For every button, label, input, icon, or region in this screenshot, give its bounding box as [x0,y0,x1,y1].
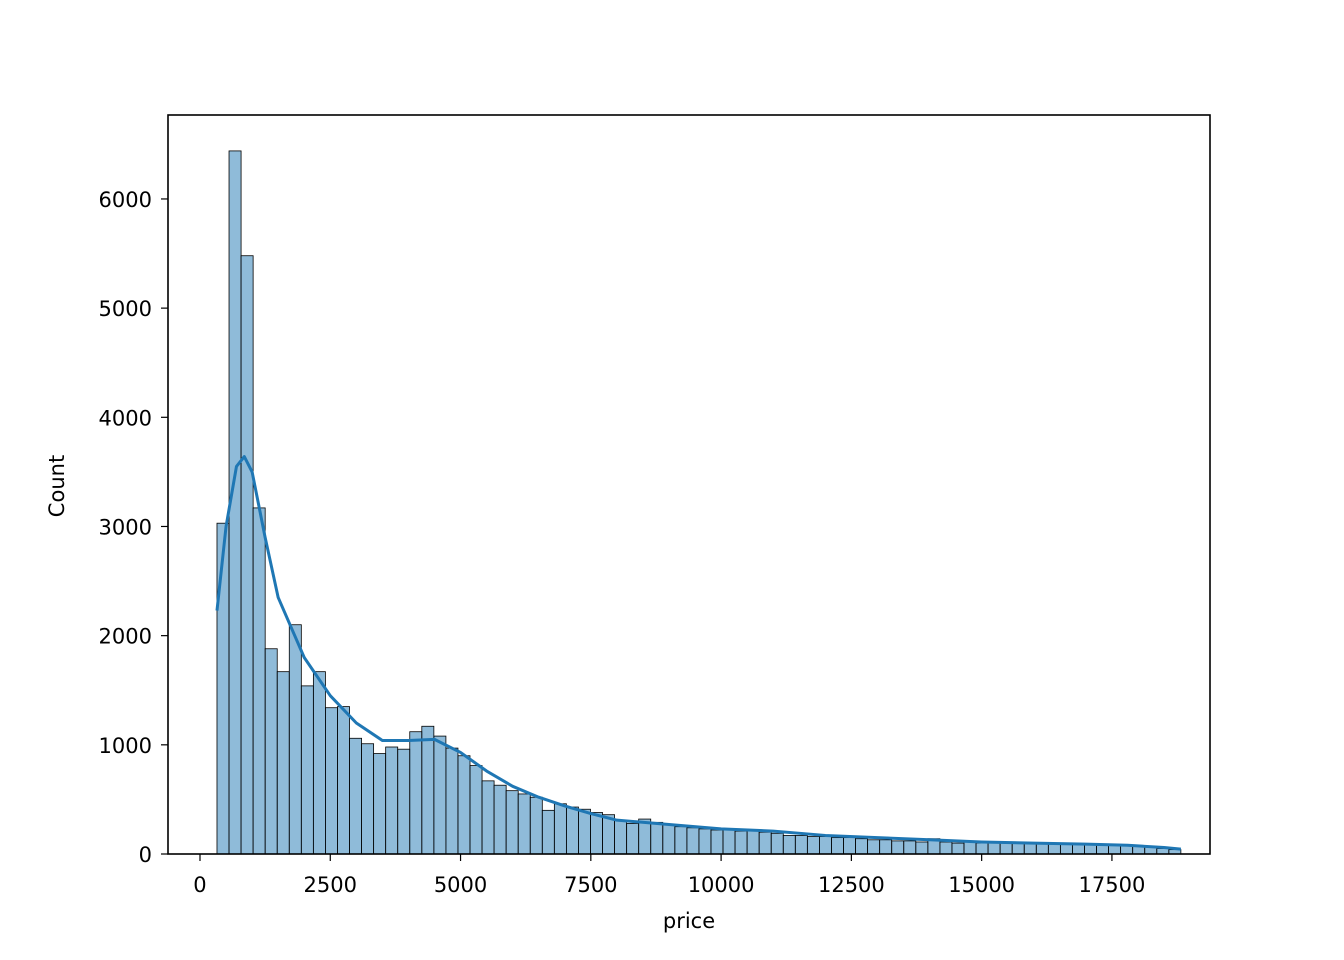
bar [650,821,664,855]
bar [975,842,989,855]
x-axis-label: price [663,909,715,933]
bar [855,838,869,855]
bar [939,841,953,855]
y-tick-label: 2000 [99,625,152,649]
bar [626,823,640,855]
bar [867,839,881,855]
bar [349,737,362,855]
bar [999,842,1013,855]
y-tick-label: 6000 [99,188,152,212]
x-tick-label: 12500 [818,873,885,897]
bar [1156,848,1170,855]
bar [674,826,688,855]
bar [879,839,893,855]
bar [445,747,459,855]
x-tick-label: 7500 [564,873,617,897]
bar [915,841,929,855]
bar [541,809,555,855]
x-tick-label: 10000 [688,873,755,897]
bar [770,832,784,855]
y-tick-label: 1000 [99,734,152,758]
bar [505,790,519,855]
bar [481,780,495,855]
bar [264,648,278,855]
bar [517,793,531,855]
bar [421,725,435,855]
bar [819,836,832,855]
bar [1072,843,1085,855]
bar [710,829,724,855]
bar [409,731,423,855]
bar [782,835,796,855]
bar [337,706,350,855]
bar [831,837,844,855]
bar [951,842,965,855]
bar [325,707,338,855]
x-tick-label: 17500 [1079,873,1146,897]
bar [529,796,543,855]
bar [240,255,254,855]
bar [758,831,772,855]
bar [590,812,603,855]
bar [614,819,628,855]
bar [433,735,447,855]
y-tick-label: 3000 [99,515,152,539]
y-tick-label: 5000 [99,297,152,321]
bar [1023,842,1037,855]
bar [312,671,326,855]
kde-line [215,455,1182,851]
bar [1047,843,1061,855]
bar [806,836,820,855]
y-tick-label: 4000 [99,406,152,430]
bar [578,808,591,855]
bar [216,522,230,855]
bar [565,806,579,855]
x-tick-label: 0 [193,873,206,897]
x-tick-label: 2500 [304,873,357,897]
bar [469,765,483,855]
bar [794,835,808,855]
y-tick-label: 0 [139,843,152,867]
bar [300,685,314,855]
x-tick-label: 15000 [948,873,1015,897]
bar [288,624,302,855]
bar [385,746,399,855]
bar [662,824,676,855]
bar [276,671,290,855]
bar [553,803,567,855]
bar [746,829,760,855]
bar [252,507,266,855]
bar [891,840,905,855]
bar [686,827,700,855]
x-tick-label: 5000 [434,873,487,897]
bar [722,829,736,855]
y-axis-label: Count [45,455,69,517]
bar [1108,844,1122,855]
bar [987,842,1001,855]
bar [1096,844,1109,855]
bar [843,837,856,855]
bar [963,841,977,855]
bar [457,755,471,855]
bar [734,830,748,855]
bar [493,784,507,855]
bar [1059,843,1073,855]
bar [903,840,917,855]
bar [698,828,712,855]
bar [361,743,375,855]
bar [373,753,387,855]
bar [397,748,411,855]
plot-frame [167,114,1211,855]
